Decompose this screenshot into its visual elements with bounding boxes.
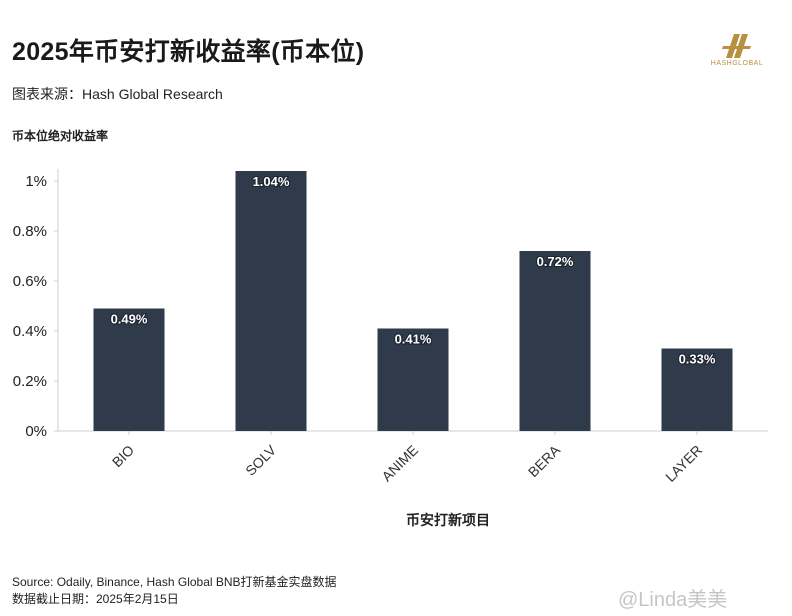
y-tick-label: 0.6%: [13, 273, 47, 290]
y-axis-title: 币本位绝对收益率: [12, 129, 109, 143]
bar: [519, 251, 591, 431]
watermark: @Linda美美: [618, 589, 728, 611]
chart-title: 2025年币安打新收益率(币本位): [12, 38, 365, 66]
bar: [661, 348, 733, 431]
bar-chart: 0% 0.2% 0.4% 0.6% 0.8% 1% BIO SOLV ANIME BERA LAYE…: [13, 169, 768, 528]
bar: [235, 171, 307, 431]
x-tick-label: LAYER: [662, 442, 705, 485]
y-tick-label: 1%: [25, 173, 47, 190]
hashglobal-logo: HASHGLOBAL: [706, 30, 768, 72]
bar-value-label: 0.33%: [679, 352, 716, 367]
bar: [93, 308, 165, 431]
hashglobal-logo-mark: [722, 34, 751, 58]
x-tick-label: ANIME: [378, 442, 421, 485]
y-tick-label: 0.2%: [13, 373, 47, 390]
bar-value-label: 0.41%: [395, 332, 432, 347]
y-tick-label: 0.8%: [13, 223, 47, 240]
bar-value-label: 0.49%: [111, 312, 148, 327]
y-tick-label: 0%: [25, 423, 47, 440]
x-axis-title: 币安打新项目: [406, 512, 490, 528]
bar-value-label: 0.72%: [537, 254, 574, 269]
footer-date: 数据截止日期：2025年2月15日: [12, 592, 179, 606]
x-tick-label: SOLV: [242, 441, 279, 478]
bar: [377, 328, 449, 431]
x-tick-label: BERA: [525, 441, 564, 480]
footer-source: Source: Odaily, Binance, Hash Global BNB…: [12, 575, 337, 589]
x-tick-label: BIO: [109, 442, 137, 470]
chart-source: 图表来源：Hash Global Research: [12, 86, 223, 102]
bar-value-label: 1.04%: [253, 174, 290, 189]
brand-name: HASHGLOBAL: [710, 60, 764, 67]
y-tick-label: 0.4%: [13, 323, 47, 340]
